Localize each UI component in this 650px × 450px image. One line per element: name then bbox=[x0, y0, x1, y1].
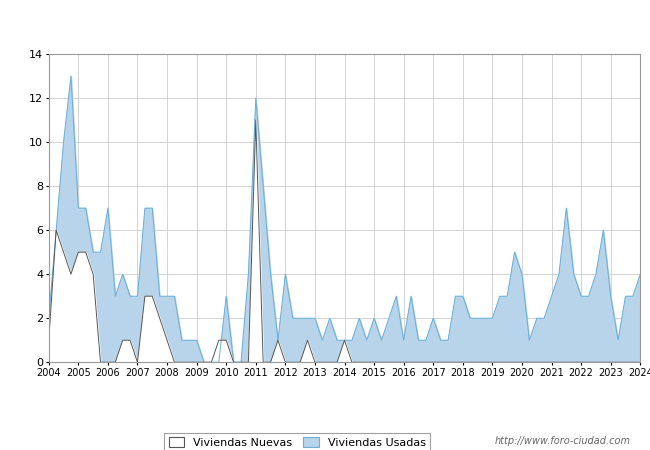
Legend: Viviendas Nuevas, Viviendas Usadas: Viviendas Nuevas, Viviendas Usadas bbox=[164, 432, 430, 450]
Text: http://www.foro-ciudad.com: http://www.foro-ciudad.com bbox=[495, 436, 630, 446]
Text: Les Planes d'Hostoles - Evolucion del Nº de Transacciones Inmobiliarias: Les Planes d'Hostoles - Evolucion del Nº… bbox=[88, 17, 562, 30]
